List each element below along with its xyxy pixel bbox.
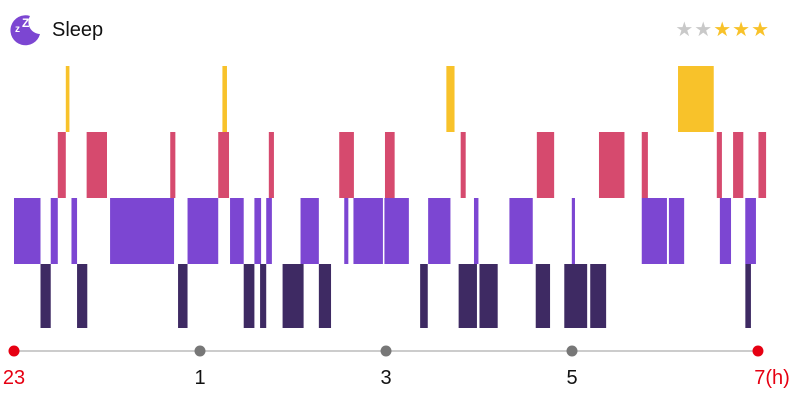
bar-light <box>187 198 219 264</box>
bar-light <box>230 198 244 264</box>
bar-deep <box>243 264 255 328</box>
moon-zz-icon: z Z <box>10 15 40 46</box>
bar-light <box>300 198 319 264</box>
stage-bars <box>14 66 767 328</box>
bar-deep <box>178 264 188 328</box>
bar-deep <box>458 264 477 328</box>
svg-text:z: z <box>15 24 20 35</box>
bar-awake <box>446 66 455 132</box>
bar-rem <box>57 132 66 198</box>
svg-text:Z: Z <box>22 16 29 30</box>
bar-light <box>641 198 667 264</box>
tick-dot <box>752 345 764 357</box>
bar-deep <box>77 264 88 328</box>
bar-light <box>428 198 451 264</box>
tick-dot <box>194 345 206 357</box>
tick-label: 23 <box>3 367 25 389</box>
star-filled-icon: ★ <box>732 19 751 41</box>
tick-label: 3 <box>380 367 391 389</box>
tick-label: 5 <box>566 367 577 389</box>
app-header: z Z Sleep <box>8 10 103 50</box>
bar-light <box>50 198 58 264</box>
bar-deep <box>564 264 588 328</box>
bar-light <box>473 198 479 264</box>
tick-dot <box>8 345 20 357</box>
bar-deep <box>282 264 304 328</box>
bar-awake <box>678 66 714 132</box>
time-axis: 23 1 3 5 7(h) <box>3 345 790 389</box>
bar-rem <box>218 132 230 198</box>
bar-light <box>668 198 685 264</box>
bar-deep <box>590 264 607 328</box>
tick-dot <box>566 345 578 357</box>
star-empty-icon: ★ <box>675 19 694 41</box>
tick-label: 1 <box>194 367 205 389</box>
bar-deep <box>260 264 267 328</box>
bar-rem <box>384 132 395 198</box>
sleep-rating: ★ ★ ★ ★ ★ <box>675 18 769 42</box>
bar-rem <box>460 132 466 198</box>
bar-light <box>344 198 349 264</box>
bar-light <box>719 198 732 264</box>
bar-light <box>14 198 41 264</box>
bar-rem <box>716 132 722 198</box>
bar-rem <box>339 132 354 198</box>
bar-rem <box>758 132 767 198</box>
bar-deep <box>535 264 551 328</box>
bar-light <box>254 198 262 264</box>
bar-rem <box>641 132 648 198</box>
star-empty-icon: ★ <box>694 19 713 41</box>
bar-rem <box>598 132 625 198</box>
bar-awake <box>222 66 227 132</box>
bar-light <box>509 198 533 264</box>
bar-rem <box>170 132 176 198</box>
bar-light <box>745 198 756 264</box>
bar-rem <box>268 132 274 198</box>
bar-deep <box>479 264 498 328</box>
bar-rem <box>733 132 744 198</box>
bar-light <box>384 198 409 264</box>
bar-light <box>353 198 383 264</box>
page-title: Sleep <box>52 18 104 41</box>
star-filled-icon: ★ <box>713 19 732 41</box>
bar-deep <box>420 264 428 328</box>
bar-deep <box>40 264 51 328</box>
tick-dot <box>380 345 392 357</box>
bar-rem <box>86 132 107 198</box>
tick-label: 7(h) <box>754 367 790 389</box>
bar-light <box>571 198 575 264</box>
star-filled-icon: ★ <box>751 19 769 41</box>
bar-deep <box>318 264 332 328</box>
bar-light <box>110 198 175 264</box>
bar-light <box>71 198 78 264</box>
bar-awake <box>65 66 70 132</box>
bar-deep <box>745 264 751 328</box>
bar-light <box>266 198 272 264</box>
bar-rem <box>536 132 555 198</box>
